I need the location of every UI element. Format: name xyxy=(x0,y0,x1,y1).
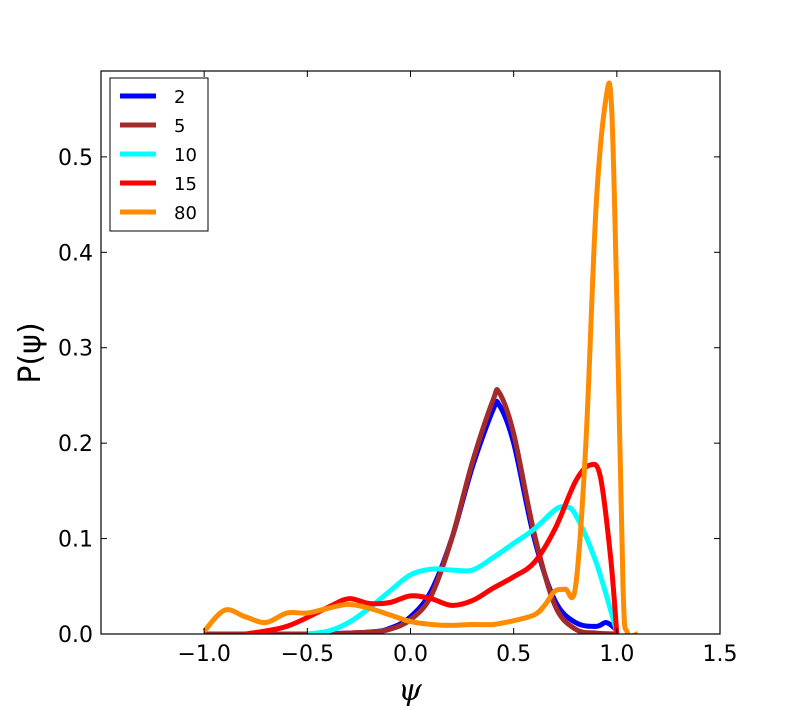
legend-label-5: 5 xyxy=(174,116,185,137)
x-tick-label: 0.0 xyxy=(393,642,428,667)
series-line-80 xyxy=(202,80,638,634)
ticks-layer: −1.0 −0.5 0.0 0.5 1.0 1.5 0.0 0.1 0.2 0.3 0.4 0.5 xyxy=(58,71,738,667)
y-tick-label: 0.1 xyxy=(58,528,93,553)
x-axis-label: ψ xyxy=(398,673,422,706)
legend: 2 5 10 15 80 xyxy=(109,77,209,232)
x-tick-label: 0.5 xyxy=(496,642,531,667)
series-line-10 xyxy=(306,504,620,634)
legend-entries: 2 5 10 15 80 xyxy=(120,87,197,224)
series-layer xyxy=(202,80,638,634)
x-tick-label: −0.5 xyxy=(281,642,334,667)
y-tick-label: 0.4 xyxy=(58,241,93,266)
legend-label-80: 80 xyxy=(174,203,197,224)
series-line-15 xyxy=(244,461,620,634)
x-tick-label: −1.0 xyxy=(177,642,230,667)
x-tick-label: 1.0 xyxy=(599,642,634,667)
y-tick-label: 0.0 xyxy=(58,623,93,648)
legend-label-10: 10 xyxy=(174,145,197,166)
plot-frame xyxy=(100,70,721,635)
y-tick-label: 0.3 xyxy=(58,337,93,362)
y-axis-label: P(ψ) xyxy=(13,322,48,383)
series-line-5 xyxy=(204,386,617,634)
y-tick-label: 0.2 xyxy=(58,432,93,457)
legend-label-2: 2 xyxy=(174,87,185,108)
x-tick-label: 1.5 xyxy=(703,642,738,667)
y-tick-label: 0.5 xyxy=(58,146,93,171)
legend-label-15: 15 xyxy=(174,174,197,195)
